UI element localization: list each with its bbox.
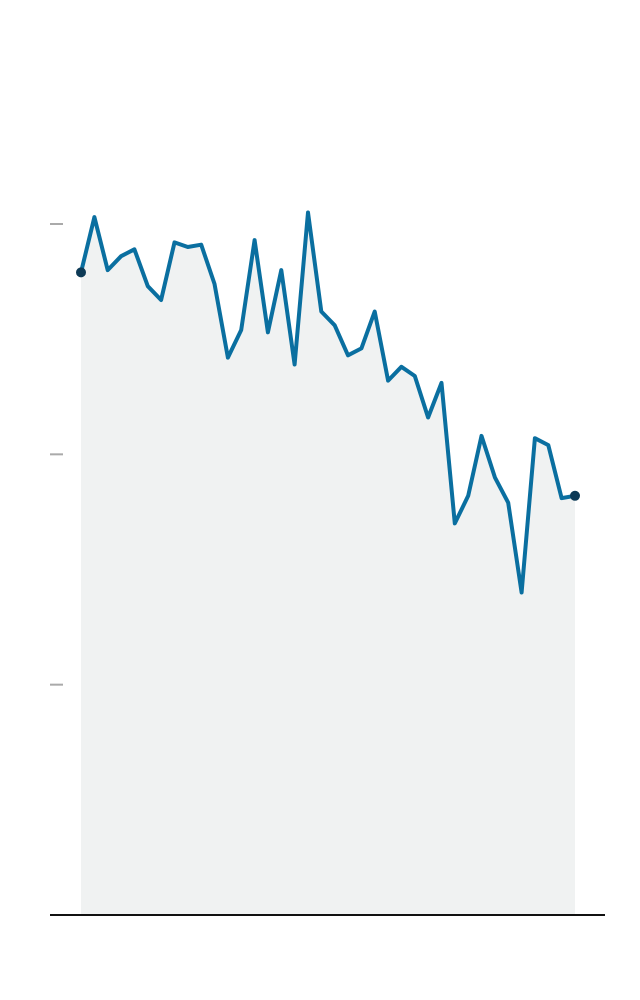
start-point-marker <box>76 267 86 278</box>
y-axis-ticks <box>50 223 63 686</box>
area-fill <box>81 212 575 915</box>
end-point-marker <box>570 490 580 501</box>
endpoint-markers <box>76 267 580 501</box>
series-line <box>79 210 577 595</box>
